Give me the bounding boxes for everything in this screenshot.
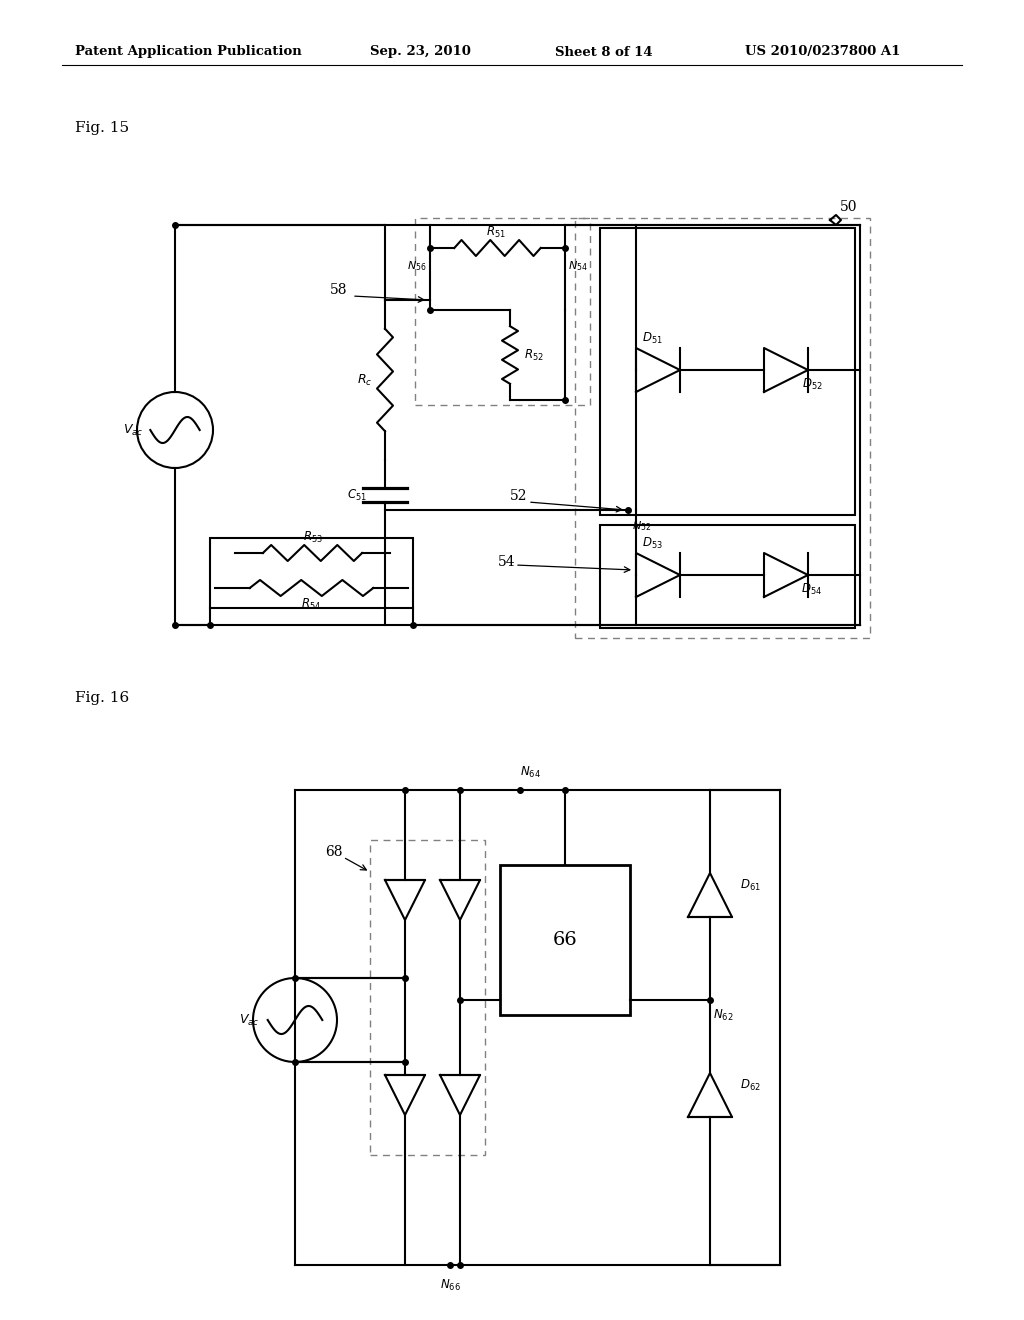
Text: 58: 58 (330, 282, 347, 297)
Text: 66: 66 (553, 931, 578, 949)
Text: Sep. 23, 2010: Sep. 23, 2010 (370, 45, 471, 58)
Text: $R_c$: $R_c$ (357, 372, 373, 388)
Text: $D_{51}$: $D_{51}$ (642, 330, 663, 346)
Text: $R_{54}$: $R_{54}$ (301, 597, 322, 611)
Text: $C_{51}$: $C_{51}$ (347, 487, 367, 503)
Text: 54: 54 (498, 554, 516, 569)
Text: $D_{54}$: $D_{54}$ (802, 581, 822, 597)
Text: $D_{61}$: $D_{61}$ (740, 878, 761, 892)
Text: 52: 52 (510, 488, 527, 503)
Text: $D_{52}$: $D_{52}$ (802, 376, 822, 392)
Text: $D_{62}$: $D_{62}$ (740, 1077, 761, 1093)
Text: $N_{54}$: $N_{54}$ (568, 259, 588, 273)
Text: $N_{52}$: $N_{52}$ (632, 519, 651, 533)
Text: $D_{53}$: $D_{53}$ (642, 536, 663, 550)
Text: $N_{56}$: $N_{56}$ (408, 259, 427, 273)
Text: 50: 50 (840, 201, 857, 214)
Text: Sheet 8 of 14: Sheet 8 of 14 (555, 45, 652, 58)
Bar (600, 228, 855, 515)
Text: $R_{53}$: $R_{53}$ (302, 529, 323, 545)
Bar (210, 539, 413, 609)
Text: Fig. 15: Fig. 15 (75, 121, 129, 135)
Text: $N_{64}$: $N_{64}$ (520, 764, 541, 780)
Text: $V_{ac}$: $V_{ac}$ (123, 422, 143, 437)
Bar (370, 840, 485, 1155)
Bar (500, 865, 630, 1015)
Bar (600, 525, 855, 628)
Text: Patent Application Publication: Patent Application Publication (75, 45, 302, 58)
Text: $N_{62}$: $N_{62}$ (713, 1007, 733, 1023)
Bar (575, 218, 870, 638)
Text: Fig. 16: Fig. 16 (75, 690, 129, 705)
Text: US 2010/0237800 A1: US 2010/0237800 A1 (745, 45, 900, 58)
Text: 68: 68 (325, 845, 342, 859)
Text: $R_{51}$: $R_{51}$ (485, 224, 506, 239)
Text: $R_{52}$: $R_{52}$ (524, 347, 544, 363)
Text: $V_{ac}$: $V_{ac}$ (239, 1012, 260, 1027)
Text: $N_{66}$: $N_{66}$ (439, 1278, 461, 1292)
Bar (415, 218, 590, 405)
